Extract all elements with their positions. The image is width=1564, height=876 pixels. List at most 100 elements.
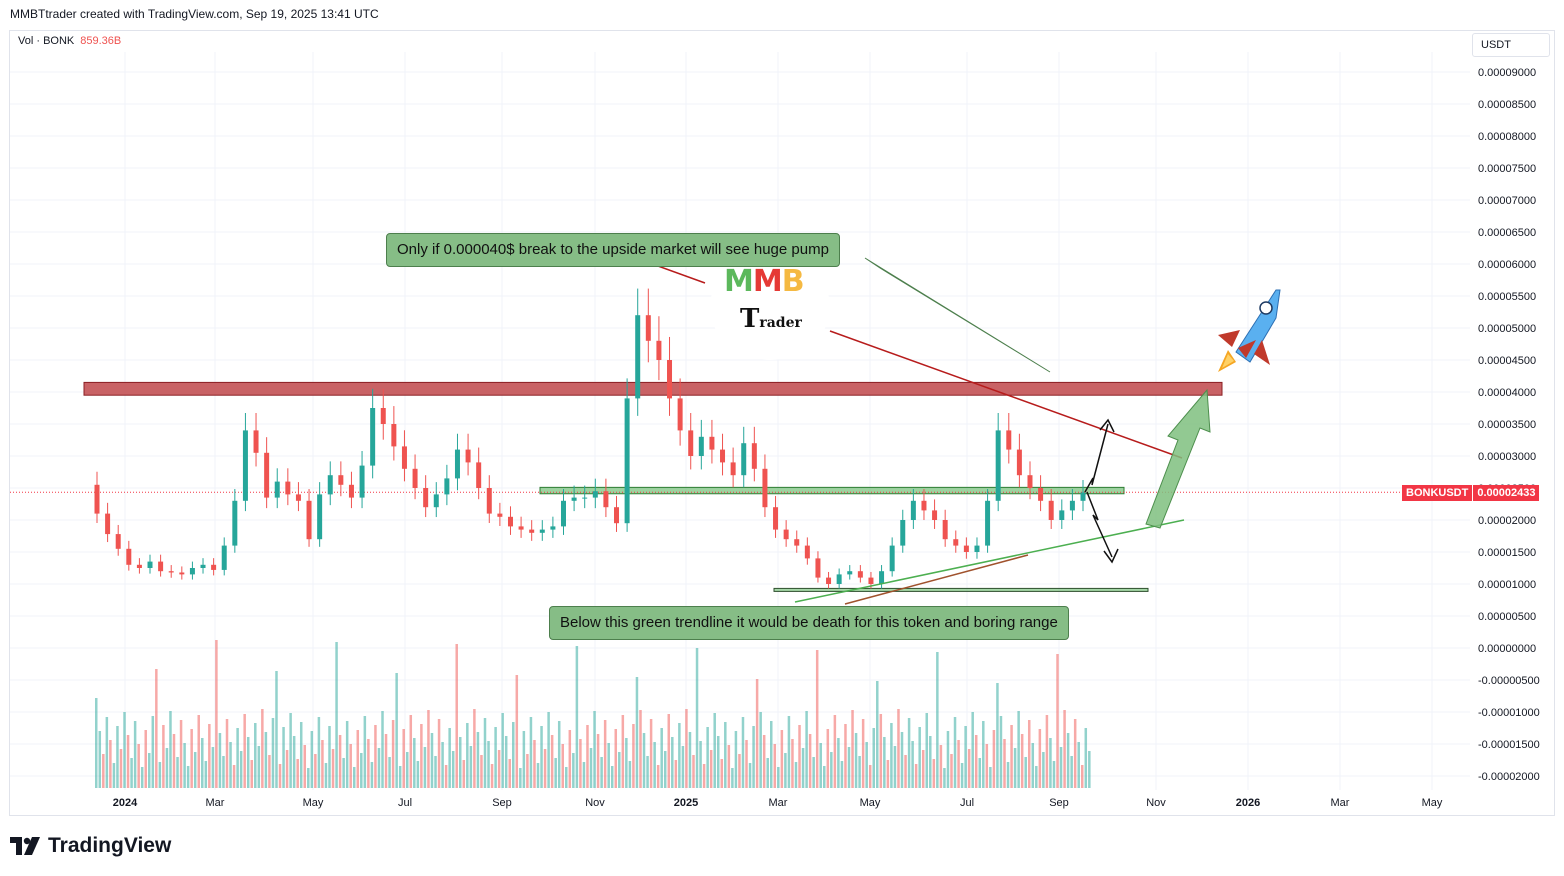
candle-body[interactable] <box>1006 430 1012 450</box>
candle-body[interactable] <box>910 500 916 520</box>
candle-body[interactable] <box>189 568 195 575</box>
candle-body[interactable] <box>836 574 842 584</box>
candle-body[interactable] <box>486 488 492 514</box>
candle-body[interactable] <box>179 572 185 575</box>
tradingview-footer[interactable]: TradingView <box>10 834 171 858</box>
candle-body[interactable] <box>921 500 927 511</box>
candle-body[interactable] <box>348 484 354 498</box>
candle-body[interactable] <box>1048 500 1054 520</box>
candle-body[interactable] <box>751 443 757 469</box>
candle-body[interactable] <box>497 513 503 517</box>
green-trendline[interactable] <box>794 519 1185 603</box>
bottom-support-line[interactable] <box>773 587 1149 592</box>
candle-body[interactable] <box>698 436 704 456</box>
candle-body[interactable] <box>709 436 715 450</box>
candle-body[interactable] <box>147 561 153 568</box>
resistance-zone[interactable] <box>83 381 1223 396</box>
candle-body[interactable] <box>741 443 747 476</box>
candle-body[interactable] <box>105 513 111 535</box>
candle-body[interactable] <box>476 462 482 488</box>
candle-body[interactable] <box>1027 475 1033 488</box>
candle-body[interactable] <box>211 564 217 570</box>
candle-body[interactable] <box>242 430 248 501</box>
candle-body[interactable] <box>592 491 598 498</box>
candle-body[interactable] <box>444 478 450 495</box>
candle-body[interactable] <box>815 558 821 578</box>
candle-body[interactable] <box>401 446 407 469</box>
candle-body[interactable] <box>518 526 524 530</box>
currency-selector[interactable]: USDT <box>1472 33 1550 57</box>
candle-body[interactable] <box>857 571 863 578</box>
candle-body[interactable] <box>295 494 301 501</box>
candle-body[interactable] <box>1059 510 1065 520</box>
candle-body[interactable] <box>963 545 969 552</box>
candle-body[interactable] <box>1080 492 1086 501</box>
candle-body[interactable] <box>794 539 800 546</box>
candle-body[interactable] <box>985 500 991 546</box>
candle-body[interactable] <box>773 507 779 530</box>
upside-callout[interactable]: Only if 0.000040$ break to the upside ma… <box>386 233 840 267</box>
candle-body[interactable] <box>136 564 142 568</box>
candle-body[interactable] <box>94 484 100 514</box>
candle-body[interactable] <box>879 571 885 584</box>
candle-body[interactable] <box>126 548 132 565</box>
candle-body[interactable] <box>253 430 259 453</box>
candle-body[interactable] <box>380 408 386 424</box>
candle-body[interactable] <box>783 529 789 540</box>
candle-body[interactable] <box>232 500 238 546</box>
candle-body[interactable] <box>667 360 673 399</box>
candle-body[interactable] <box>550 526 556 530</box>
bullish-arrow[interactable] <box>1145 388 1211 529</box>
candle-body[interactable] <box>826 577 832 584</box>
candle-body[interactable] <box>264 452 270 498</box>
candle-body[interactable] <box>454 449 460 479</box>
candle-body[interactable] <box>274 481 280 498</box>
candle-body[interactable] <box>465 449 471 463</box>
candle-body[interactable] <box>391 424 397 447</box>
candle-body[interactable] <box>338 475 344 485</box>
candle-body[interactable] <box>221 545 227 570</box>
candle-body[interactable] <box>1016 449 1022 476</box>
candle-body[interactable] <box>804 545 810 559</box>
candle-body[interactable] <box>158 561 164 572</box>
candle-body[interactable] <box>507 516 513 527</box>
candle-body[interactable] <box>317 494 323 540</box>
candle-body[interactable] <box>433 494 439 508</box>
candle-body[interactable] <box>603 491 609 508</box>
orange-trendline[interactable] <box>844 554 1029 605</box>
candle-body[interactable] <box>370 408 376 466</box>
candle-body[interactable] <box>1038 488 1044 501</box>
candle-body[interactable] <box>539 529 545 533</box>
candle-body[interactable] <box>868 577 874 584</box>
candle-body[interactable] <box>285 481 291 495</box>
candle-body[interactable] <box>635 315 641 399</box>
mid-support-zone[interactable] <box>539 486 1125 495</box>
candle-body[interactable] <box>560 500 566 527</box>
candle-body[interactable] <box>200 564 206 568</box>
red-trendline[interactable] <box>829 330 1183 459</box>
downside-callout[interactable]: Below this green trendline it would be d… <box>549 606 1069 640</box>
candle-body[interactable] <box>571 497 577 501</box>
candle-body[interactable] <box>115 534 121 549</box>
candle-body[interactable] <box>730 462 736 476</box>
candle-body[interactable] <box>932 510 938 520</box>
candle-body[interactable] <box>900 520 906 546</box>
candle-body[interactable] <box>1069 500 1075 511</box>
candle-body[interactable] <box>762 468 768 508</box>
candle-body[interactable] <box>306 500 312 540</box>
up-scenario-arrow[interactable] <box>1084 423 1109 493</box>
candle-body[interactable] <box>942 520 948 540</box>
candle-body[interactable] <box>656 340 662 360</box>
candle-body[interactable] <box>974 545 980 552</box>
candle-body[interactable] <box>720 449 726 463</box>
candle-body[interactable] <box>847 571 853 575</box>
candle-body[interactable] <box>677 398 683 431</box>
volume-legend[interactable]: Vol · BONK 859.36B <box>18 35 121 47</box>
candle-body[interactable] <box>412 468 418 488</box>
candle-body[interactable] <box>645 315 651 341</box>
candle-body[interactable] <box>889 545 895 572</box>
candle-body[interactable] <box>423 488 429 508</box>
candle-body[interactable] <box>327 475 333 495</box>
candle-body[interactable] <box>359 465 365 498</box>
